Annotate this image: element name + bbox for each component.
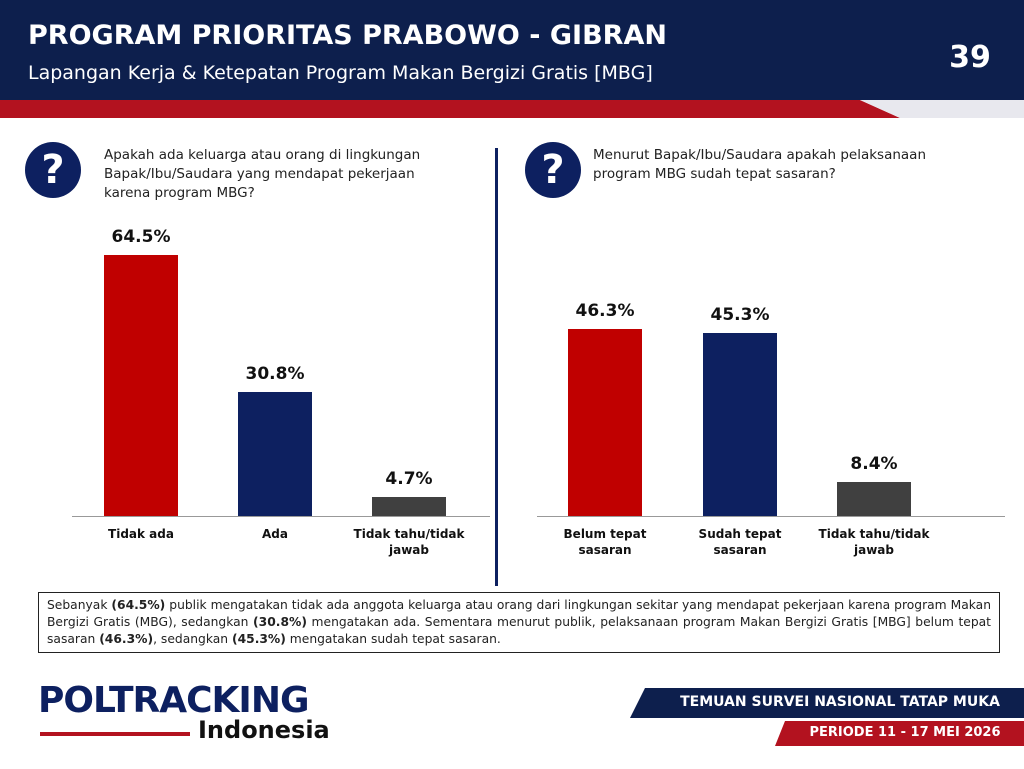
value-label: 46.3% xyxy=(575,300,635,321)
summary-segment: mengatakan ada. Sementara menurut publik… xyxy=(47,615,991,646)
baseline xyxy=(537,516,1005,517)
value-label: 45.3% xyxy=(710,304,770,325)
category-label: Tidak ada xyxy=(108,527,174,541)
page-number: 39 xyxy=(949,40,991,75)
value-label: 8.4% xyxy=(850,454,898,475)
header-background xyxy=(0,0,1024,118)
value-label: 64.5% xyxy=(111,227,171,248)
bar xyxy=(372,497,446,516)
summary-segment: , sedangkan xyxy=(153,632,232,646)
logo-name: POLTRACKING xyxy=(38,680,309,721)
subtitle: Lapangan Kerja & Ketepatan Program Makan… xyxy=(28,62,653,84)
category-label: Tidak tahu/tidak jawab xyxy=(353,527,465,557)
question-icon: ? xyxy=(525,142,581,198)
category-label: Ada xyxy=(262,527,288,541)
category-label: Sudah tepat sasaran xyxy=(698,527,782,557)
question-icon: ? xyxy=(25,142,81,198)
summary-segment: Sebanyak xyxy=(47,598,112,612)
baseline xyxy=(72,516,490,517)
summary-segment: mengatakan sudah tepat sasaran. xyxy=(285,632,501,646)
logo-line xyxy=(40,732,190,736)
value-label: 4.7% xyxy=(385,469,433,489)
category-label: Belum tepat sasaran xyxy=(563,527,647,557)
title: PROGRAM PRIORITAS PRABOWO - GIBRAN xyxy=(28,20,667,51)
bar xyxy=(238,391,312,516)
question: Menurut Bapak/Ibu/Saudara apakah pelaksa… xyxy=(593,147,927,182)
summary-segment: (30.8%) xyxy=(253,615,307,629)
bar xyxy=(837,482,911,516)
summary-segment: (46.3%) xyxy=(99,632,154,646)
bar xyxy=(703,332,777,516)
divider xyxy=(495,148,498,586)
summary-segment: (45.3%) xyxy=(231,632,286,646)
summary: Sebanyak (64.5%) publik mengatakan tidak… xyxy=(38,592,1000,653)
question: Apakah ada keluarga atau orang di lingku… xyxy=(104,147,421,201)
footer-survey: TEMUAN SURVEI NASIONAL TATAP MUKA xyxy=(680,694,1000,710)
footer-background xyxy=(630,688,1024,746)
summary-segment: publik mengatakan tidak ada anggota kelu… xyxy=(47,598,991,629)
summary-segment: (64.5%) xyxy=(111,598,166,612)
bar xyxy=(568,328,642,516)
bar xyxy=(104,255,178,516)
footer-period: PERIODE 11 - 17 MEI 2026 xyxy=(809,725,1001,740)
category-label: Tidak tahu/tidak jawab xyxy=(818,527,930,557)
logo-country: Indonesia xyxy=(198,716,330,744)
value-label: 30.8% xyxy=(245,363,305,384)
